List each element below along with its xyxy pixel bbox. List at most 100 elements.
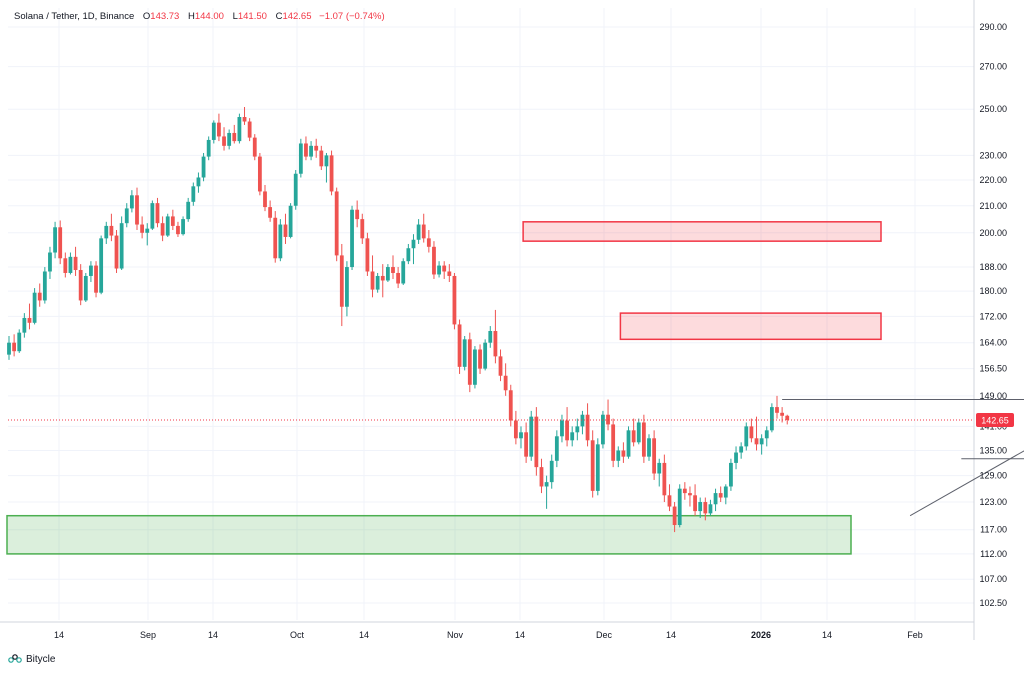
candle-down xyxy=(217,113,221,142)
candle-down xyxy=(775,395,779,419)
price-tick-label: 102.50 xyxy=(979,598,1007,608)
symbol-title: Solana / Tether, 1D, Binance xyxy=(14,11,135,22)
time-tick-label: 2026 xyxy=(751,630,771,640)
price-tick-label: 172.00 xyxy=(979,311,1007,321)
candle-up xyxy=(68,252,73,275)
candle-body xyxy=(421,224,426,239)
candle-down xyxy=(503,363,508,396)
low-value: 141.50 xyxy=(237,11,267,22)
candle-up xyxy=(723,484,728,505)
candle-up xyxy=(237,113,242,144)
candle-body xyxy=(478,349,482,369)
candle-body xyxy=(652,438,657,474)
candle-down xyxy=(242,106,247,125)
candle-body xyxy=(493,330,498,357)
price-tick-label: 112.00 xyxy=(980,549,1007,559)
bitycle-logo-icon xyxy=(8,654,22,663)
candle-body xyxy=(411,239,416,249)
candle-up xyxy=(186,197,191,222)
candle-body xyxy=(150,203,155,229)
candle-body xyxy=(703,502,708,514)
candle-up xyxy=(298,138,303,178)
candle-body xyxy=(677,488,682,526)
candle-down xyxy=(135,187,139,231)
candle-up xyxy=(104,221,109,244)
candle-down xyxy=(339,243,344,327)
candle-body xyxy=(232,132,237,142)
candle-body xyxy=(283,224,288,237)
candle-body xyxy=(498,356,503,376)
candle-body xyxy=(109,225,114,236)
candle-body xyxy=(22,317,27,333)
price-tick-label: 290.00 xyxy=(979,22,1007,32)
price-tick-label: 180.00 xyxy=(979,286,1007,296)
candle-body xyxy=(345,267,349,307)
candle-body xyxy=(682,488,687,494)
candle-up xyxy=(124,203,129,228)
candle-up xyxy=(764,426,769,447)
candle-body xyxy=(165,216,170,236)
candle-body xyxy=(145,228,150,233)
candles-layer xyxy=(7,106,790,533)
candle-up xyxy=(462,335,467,371)
candle-body xyxy=(360,219,365,239)
candle-body xyxy=(539,467,544,487)
candle-down xyxy=(355,200,360,228)
candle-body xyxy=(416,224,421,240)
candle-body xyxy=(170,216,175,226)
candle-body xyxy=(160,223,165,236)
candle-down xyxy=(247,118,252,142)
time-tick-label: 14 xyxy=(822,630,832,640)
candle-down xyxy=(370,255,375,298)
candle-up xyxy=(345,261,349,317)
candle-body xyxy=(590,440,595,491)
candle-up xyxy=(17,329,22,353)
candle-body xyxy=(206,139,211,157)
time-tick-label: 14 xyxy=(666,630,676,640)
candle-up xyxy=(411,234,416,265)
candle-down xyxy=(391,255,395,279)
candle-body xyxy=(713,493,718,505)
candle-body xyxy=(196,177,201,187)
candle-down xyxy=(452,272,457,330)
candle-down xyxy=(539,458,544,494)
close-label: C xyxy=(275,11,283,22)
candle-down xyxy=(641,414,646,463)
candle-up xyxy=(647,434,651,461)
candle-up xyxy=(595,438,600,496)
candle-up xyxy=(89,261,93,282)
candle-down xyxy=(314,138,319,158)
candle-down xyxy=(693,484,697,516)
candle-up xyxy=(83,272,88,303)
candle-down xyxy=(621,442,626,463)
candle-down xyxy=(12,334,17,357)
price-tick-label: 220.00 xyxy=(979,175,1007,185)
candle-body xyxy=(257,156,262,192)
candle-down xyxy=(283,213,288,244)
candle-down xyxy=(78,264,83,306)
candle-body xyxy=(775,407,779,413)
candle-up xyxy=(554,430,559,468)
candle-body xyxy=(396,272,401,284)
close-value: 142.65 xyxy=(282,11,312,22)
candle-down xyxy=(334,187,339,262)
candle-body xyxy=(181,219,185,235)
candle-body xyxy=(247,121,252,138)
time-tick-label: 14 xyxy=(359,630,369,640)
price-tick-label: 164.00 xyxy=(979,338,1007,348)
time-tick-label: 14 xyxy=(208,630,218,640)
candle-down xyxy=(534,407,539,476)
candle-down xyxy=(749,418,754,443)
brand-name: Bitycle xyxy=(26,653,56,665)
candle-down xyxy=(606,399,610,431)
candle-body xyxy=(585,414,590,441)
candle-body xyxy=(406,248,411,262)
candle-down xyxy=(447,264,452,282)
candle-down xyxy=(396,267,401,289)
candle-down xyxy=(109,213,114,242)
candle-body xyxy=(524,432,529,457)
candle-down xyxy=(498,349,503,382)
candle-up xyxy=(601,410,605,449)
candle-down xyxy=(585,403,590,447)
